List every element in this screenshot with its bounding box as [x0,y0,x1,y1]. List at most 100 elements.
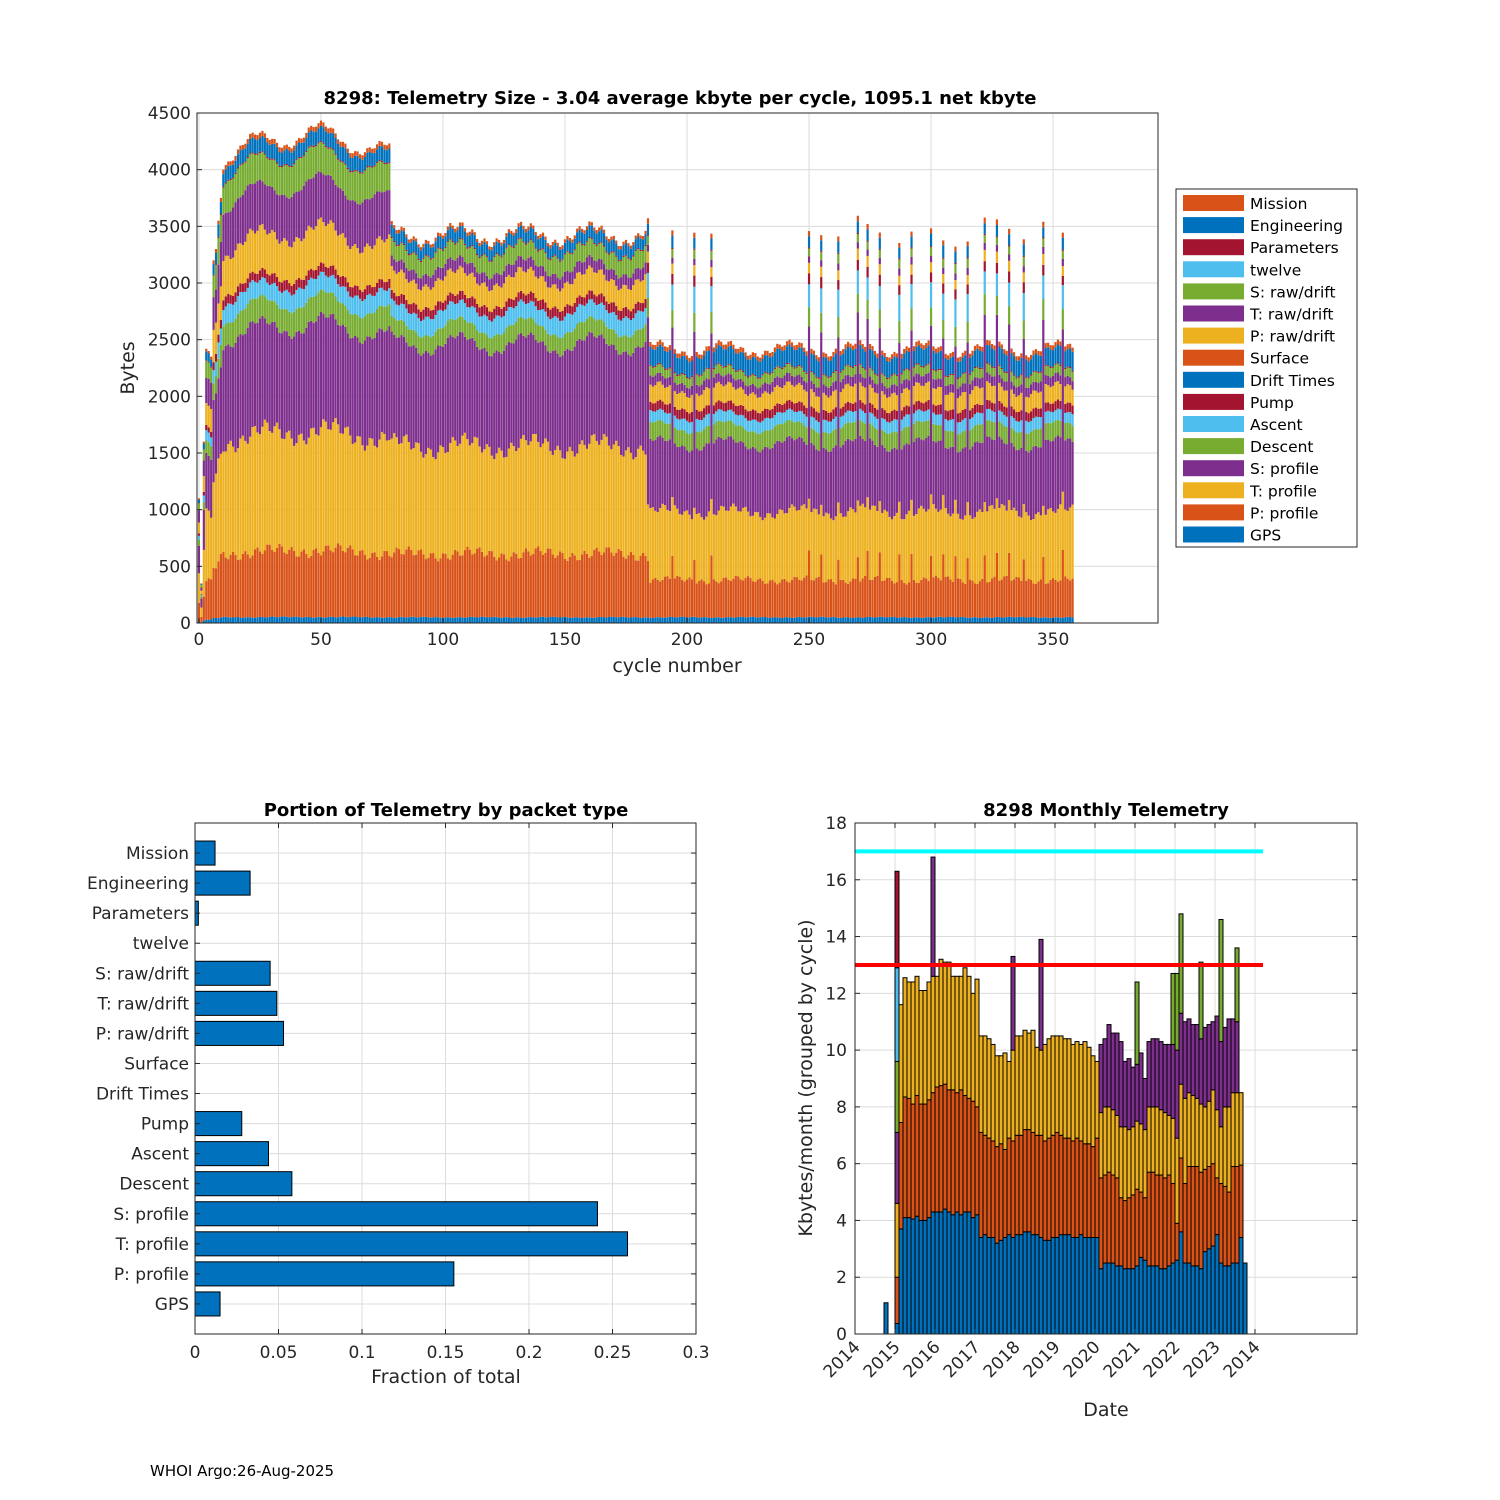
bar-segment-ascent [1008,282,1011,307]
bar-segment-parameters [378,159,381,161]
bar-segment-ascent [883,419,886,432]
bar-segment-descent [915,421,918,439]
bar-segment-s-profile [690,450,693,520]
bar-segment-descent [322,290,325,314]
bar-segment-s-raw-drift [463,244,467,262]
bar-segment-p-raw-drift [920,385,923,403]
bar-segment-p-raw-drift [515,272,518,298]
cycle-bar [729,340,733,623]
cycle-bar [468,231,471,623]
bar-segment-s-profile [654,440,657,511]
bar-segment-parameters [422,257,425,259]
bar-segment-t-profile [612,444,615,556]
bar-segment-pump [812,408,816,418]
bar-segment-engineering [239,150,242,165]
bar-segment-ascent [751,419,755,432]
bar-segment-ascent [419,321,423,338]
bar-segment-s-raw-drift [825,376,828,387]
bar-segment-parameters [388,162,391,164]
bar-segment-s-raw-drift [283,165,286,196]
bar-segment-p-raw-drift [954,280,957,290]
bar-segment-mission [1022,239,1025,245]
bar-segment-t-raw-drift [947,385,950,395]
cycle-bar [939,346,942,623]
bar-segment-s-raw-drift [785,364,789,373]
bar-segment-t-profile [861,503,864,579]
bar-segment-ascent [502,315,506,333]
bar-segment-p-profile [805,575,808,618]
bar-segment-parameters [934,370,938,372]
bar-segment-t-profile [290,438,293,547]
bar-segment-t-profile [1025,512,1028,581]
bar-segment-pump [898,285,901,295]
bar-segment-gps [214,618,218,623]
bar-segment-t-raw-drift [856,242,859,249]
bar-segment-parameters [517,238,520,240]
bar-segment-t-raw-drift [925,373,928,383]
bar-segment-p-raw-drift [366,243,369,286]
bar-segment-p-profile [549,548,552,617]
bar-segment-mission [764,350,767,356]
bar-segment-s-raw-drift [417,260,420,278]
bar-segment-engineering [842,353,845,370]
bar-segment-parameters [439,248,442,250]
bar-segment-s-raw-drift [856,234,859,243]
bar-segment-ascent [446,304,449,322]
bar-segment-parameters [690,375,693,377]
bar-segment-s-profile [1037,447,1040,513]
bar-segment-engineering [468,235,471,247]
bar-segment-s-raw-drift [607,254,611,270]
bar-segment-s-profile [1000,439,1003,505]
bar-segment-s-raw-drift [1020,375,1023,385]
bar-segment-s-raw-drift [861,368,864,378]
bar-segment-descent [541,326,545,342]
bar-segment-mission [519,221,523,226]
bar-segment-t-profile [646,504,650,562]
bar-segment-p-raw-drift [671,263,674,274]
bar-segment-t-raw-drift [573,266,576,279]
bar-segment-t-raw-drift [973,377,977,387]
bar-segment-s-raw-drift [319,141,323,173]
bar-segment-s-raw-drift [390,238,393,256]
bar-segment-descent [634,330,637,348]
bar-segment-p-profile [947,576,950,618]
bar-segment-descent [449,318,452,336]
bar-segment-p-profile [956,578,959,618]
bar-segment-p-profile [942,554,945,618]
bar-segment-gps [834,617,837,623]
bar-segment-mission [812,350,816,355]
cycle-bar [444,232,447,623]
bar-segment-t-profile [893,516,896,584]
bar-segment-p-raw-drift [903,388,906,408]
bar-segment-t-profile [275,422,279,549]
bar-segment-mission [788,339,791,345]
bar-segment-t-raw-drift [703,380,706,391]
bar-segment-parameters [207,361,210,363]
bar-segment-s-profile [781,442,784,510]
cycle-bar [375,144,379,623]
bar-segment-s-profile [715,439,718,516]
bar-segment-t-profile [295,443,298,557]
bar-segment-ascent [800,411,803,423]
bar-segment-s-raw-drift [327,148,330,175]
bar-segment-pump [751,409,755,420]
bar-segment-p-raw-drift [356,248,359,286]
bar-segment-s-profile [517,334,520,448]
bar-segment-pump [861,402,864,411]
bar-segment-ascent [556,317,559,337]
bar-segment-p-raw-drift [1051,385,1055,404]
bar-segment-parameters [234,172,237,174]
bar-segment-gps [895,617,898,623]
bar-segment-parameters [983,233,986,235]
bar-segment-engineering [385,150,388,164]
bar-segment-descent [663,423,667,441]
bar-segment-t-profile [764,517,767,584]
bar-segment-p-profile [395,547,398,618]
bar-segment-engineering [849,348,852,367]
bar-segment-p-raw-drift [561,288,564,312]
bar-segment-ascent [646,272,650,298]
bar-segment-p-profile [275,548,279,618]
bar-segment-descent [1054,420,1057,438]
bar-segment-t-raw-drift [539,265,542,277]
bar-segment-ascent [851,411,855,423]
